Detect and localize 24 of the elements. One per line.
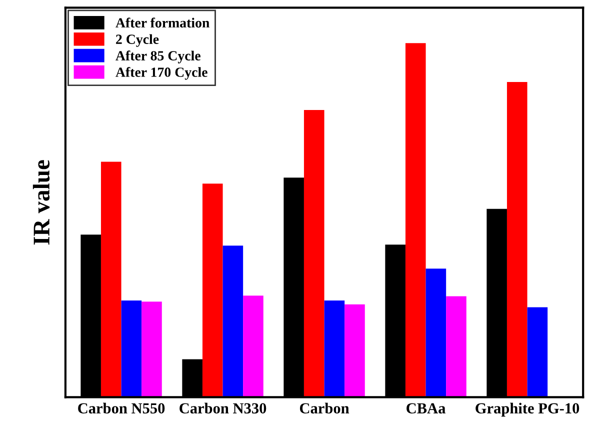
bar [243,296,264,398]
x-tick-label: CBAa [406,403,446,414]
x-tick-label: Carbon N330 [180,402,266,414]
bar [344,304,365,398]
x-tick-label: Carbon N550 [78,402,165,414]
bar [121,300,142,398]
bar [405,43,426,398]
bar [142,302,162,398]
bar [446,296,466,398]
bar [506,82,528,398]
legend-label: After 85 Cycle [116,50,200,64]
x-tick-label: Carbon [300,402,350,414]
legend-label: After formation [116,18,210,28]
legend-label: After 170 Cycle [116,67,208,80]
bar [324,300,345,398]
bar [100,162,122,398]
x-tick-label: Graphite PG-10 [476,402,580,417]
bar [527,307,548,398]
bar [202,184,223,398]
bar [304,110,324,398]
bar [222,246,244,398]
bar [426,268,446,398]
legend-label: 2 Cycle [116,34,159,47]
y-axis-title: IR value [32,160,50,245]
